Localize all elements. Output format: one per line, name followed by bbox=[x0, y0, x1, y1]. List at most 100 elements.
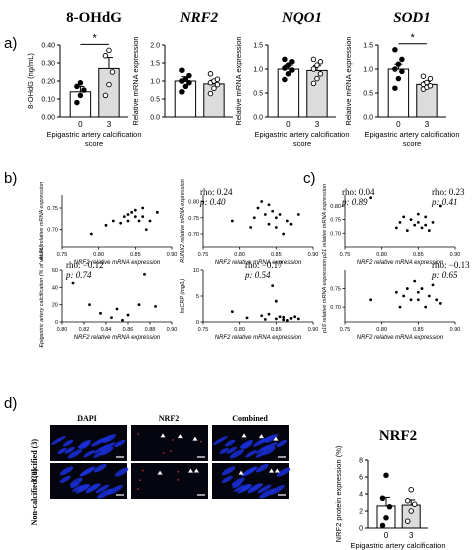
nucleus bbox=[234, 484, 245, 492]
nucleus bbox=[255, 463, 269, 473]
micro-col-label-dapi: DAPI bbox=[77, 414, 97, 423]
data-point bbox=[289, 59, 295, 65]
data-point bbox=[278, 213, 282, 216]
x-axis-label: NRF2 relative mRNA expression bbox=[74, 260, 161, 266]
stat-p: p: 0.41 bbox=[431, 197, 458, 207]
scatter-alpl: 0.75 0.80 0.85 0.90 0.70 0.75 NRF2 relative mR… bbox=[39, 182, 233, 266]
data-point bbox=[77, 92, 84, 99]
scatter-p16: 0.75 0.80 0.85 0.90 0.70 0.75 NRF2 relative mR… bbox=[322, 259, 470, 341]
data-point bbox=[249, 226, 253, 229]
micro-row-label-calcified: Calcified (3) bbox=[30, 439, 39, 481]
data-point bbox=[427, 229, 431, 232]
y-tick-label: 1.0 bbox=[363, 67, 373, 74]
y-axis-label: Epigastric artery calcification (% of ve… bbox=[39, 244, 45, 347]
arrowhead-marker bbox=[274, 468, 280, 473]
y-axis-label: p21 relative mRNA expression bbox=[322, 184, 328, 259]
data-point bbox=[144, 228, 148, 232]
y-tick-label: 1.5 bbox=[363, 43, 373, 50]
nucleus bbox=[255, 444, 271, 454]
data-point bbox=[409, 298, 413, 302]
x-tick-label: 0.88 bbox=[145, 327, 156, 333]
x-tick-label: 0.85 bbox=[413, 327, 424, 333]
arrowhead-marker bbox=[188, 468, 194, 473]
x-tick-label: 0.75 bbox=[340, 327, 351, 333]
data-point bbox=[435, 298, 439, 302]
data-point bbox=[278, 315, 282, 319]
y-tick-label: 0.5 bbox=[253, 91, 263, 98]
x-tick-label: 0.85 bbox=[271, 327, 282, 333]
y-tick-label: 0.5 bbox=[363, 91, 373, 98]
data-point bbox=[383, 515, 389, 521]
data-point bbox=[81, 87, 87, 93]
data-point bbox=[245, 316, 249, 320]
arrowhead-marker bbox=[238, 470, 244, 475]
nucleus bbox=[229, 449, 245, 459]
y-axis-label: Relative mRNA expression bbox=[131, 36, 140, 125]
y-tick-label: 0.30 bbox=[41, 61, 55, 68]
nucleus bbox=[93, 444, 109, 454]
data-point bbox=[282, 76, 288, 83]
y-axis-label: p16 relative mRNA expression bbox=[322, 259, 328, 334]
y-tick-label: 0.10 bbox=[41, 97, 55, 104]
x-tick-label: 3 bbox=[425, 120, 430, 129]
data-point bbox=[394, 290, 398, 294]
nucleus bbox=[212, 435, 228, 445]
x-axis-label: score bbox=[85, 139, 103, 148]
nucleus bbox=[59, 466, 74, 476]
nucleus bbox=[237, 484, 253, 494]
data-point bbox=[398, 305, 402, 309]
nucleus bbox=[245, 450, 257, 458]
y-tick-label: 5 bbox=[196, 294, 199, 300]
nucleus bbox=[259, 488, 276, 499]
y-tick-label: 0.20 bbox=[41, 79, 55, 86]
nucleus bbox=[85, 483, 102, 494]
x-axis-label: NRF2 relative mRNA expression bbox=[357, 260, 444, 266]
nrf2-signal bbox=[137, 433, 140, 435]
nucleus bbox=[247, 483, 264, 494]
nrf2-signal bbox=[139, 479, 141, 482]
y-tick-label: 40 bbox=[52, 285, 58, 291]
nucleus bbox=[239, 439, 253, 449]
nucleus bbox=[276, 467, 291, 477]
nucleus bbox=[264, 434, 278, 443]
data-point bbox=[427, 75, 434, 82]
data-point bbox=[137, 303, 141, 307]
micrograph-background bbox=[131, 463, 208, 499]
nucleus bbox=[276, 439, 288, 448]
data-point bbox=[431, 220, 435, 224]
data-point bbox=[154, 305, 157, 308]
stat-rho: rho: 0.04 bbox=[342, 187, 375, 197]
stat-rho: rho: −0.17 bbox=[245, 260, 283, 270]
nucleus bbox=[91, 437, 106, 447]
micrograph-noncalcified-combined bbox=[212, 463, 291, 499]
y-tick-label: 10 bbox=[193, 268, 199, 274]
x-axis-label: NRF2 relative mRNA expression bbox=[357, 335, 444, 341]
significance-marker: * bbox=[411, 32, 416, 44]
y-tick-label: 0.75 bbox=[330, 218, 341, 224]
data-point bbox=[289, 316, 293, 320]
data-point bbox=[141, 206, 145, 210]
micro-row-label-noncalcified: Non-calcified (0) bbox=[30, 468, 39, 525]
data-point bbox=[148, 219, 152, 223]
data-point bbox=[310, 66, 317, 72]
data-point bbox=[211, 85, 217, 91]
nucleus bbox=[59, 475, 71, 484]
micrograph-noncalcified-dapi bbox=[50, 463, 129, 499]
data-point bbox=[104, 223, 108, 227]
data-point bbox=[110, 316, 113, 320]
data-point bbox=[379, 522, 386, 529]
stat-rho: rho: 0.23 bbox=[432, 187, 465, 197]
nrf2-signal bbox=[177, 479, 180, 481]
y-tick-label: 6 bbox=[359, 475, 363, 482]
nucleus bbox=[50, 435, 66, 445]
data-point bbox=[416, 290, 420, 294]
data-point bbox=[115, 307, 119, 311]
x-tick-label: 0.75 bbox=[198, 327, 209, 333]
y-tick-label: 4 bbox=[359, 492, 363, 499]
data-point bbox=[121, 318, 124, 322]
x-tick-label: 0.75 bbox=[198, 252, 209, 258]
data-point bbox=[317, 71, 324, 77]
data-point bbox=[310, 56, 317, 63]
nucleus bbox=[77, 439, 91, 449]
data-point bbox=[214, 76, 221, 82]
